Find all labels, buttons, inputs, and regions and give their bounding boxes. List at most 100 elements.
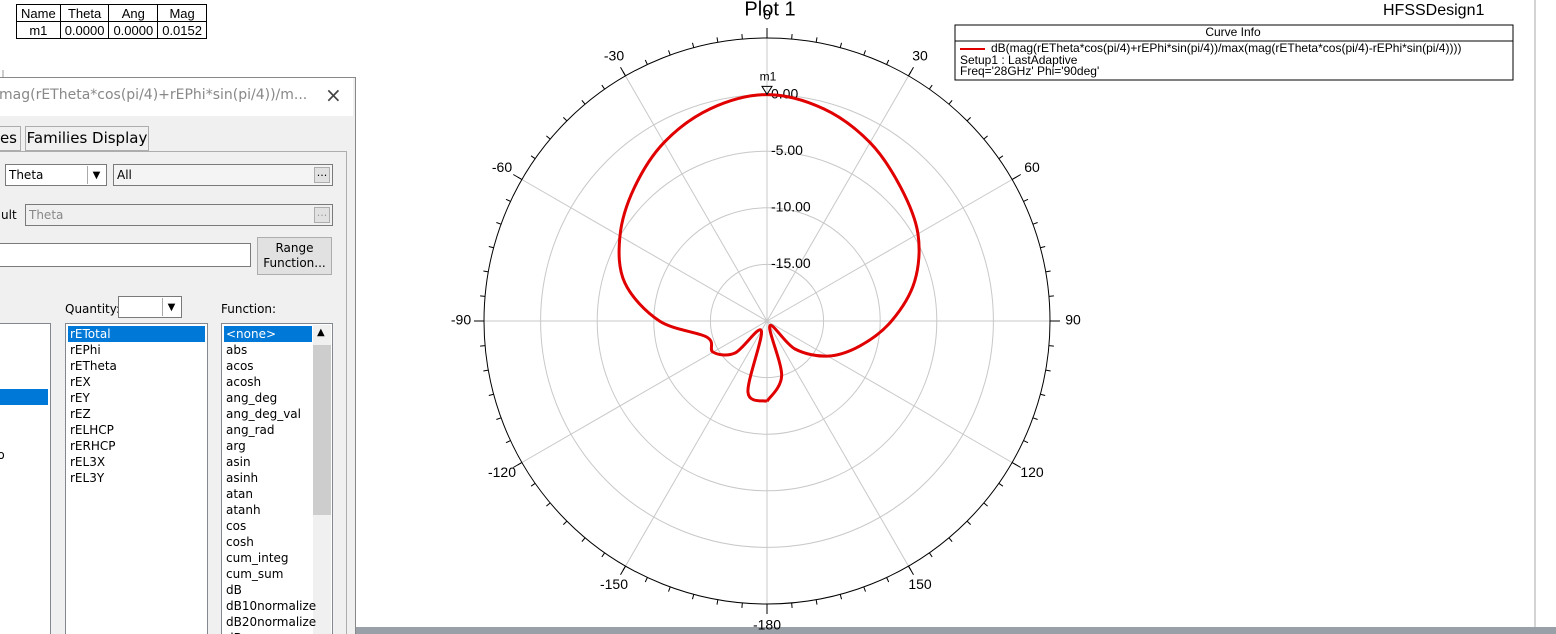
grid (484, 38, 1050, 604)
function-label: Function: (221, 302, 277, 316)
list-item[interactable]: cos (226, 519, 247, 533)
minor-tick (716, 599, 719, 605)
list-item[interactable]: ang_rad (226, 423, 275, 437)
list-item[interactable]: rEPhi (70, 343, 101, 357)
list-item[interactable]: s (0, 333, 48, 349)
close-button[interactable]: × (325, 83, 342, 107)
minor-tick (530, 155, 536, 160)
list-item[interactable]: dB (226, 583, 242, 597)
tab[interactable]: es (0, 126, 21, 151)
list-item[interactable]: ang_deg_val (226, 407, 301, 421)
browse-button[interactable]: ... (314, 167, 330, 183)
list-item[interactable]: cum_sum (226, 567, 284, 581)
angle-label: -90 (451, 312, 471, 328)
minor-tick (966, 520, 972, 526)
list-item[interactable]: arg (226, 439, 246, 453)
minor-tick (622, 71, 626, 77)
minor-tick (908, 71, 912, 77)
list-item[interactable]: io (0, 447, 48, 463)
marker-label: m1 (760, 70, 777, 84)
list-item[interactable]: rEY (70, 391, 90, 405)
spoke (521, 179, 768, 322)
status-bar (0, 627, 1556, 634)
curve (617, 93, 921, 403)
list-item[interactable]: rEL3Y (70, 471, 105, 485)
list-item[interactable]: rEX (70, 375, 91, 389)
select[interactable]: Theta ▼ (5, 164, 107, 186)
quantity-list[interactable]: rETotal rEPhi rETheta rEX rEY rEZ rELHCP rERHCP… (65, 323, 208, 634)
list-item[interactable]: acosh (226, 375, 262, 389)
radial-label: -10.00 (771, 199, 811, 215)
list-item[interactable]: cosh (226, 535, 254, 549)
list-item[interactable]: acos (226, 359, 254, 373)
minor-tick (886, 577, 890, 583)
angle-label: 0 (763, 7, 771, 23)
header-cell: Name (16, 4, 61, 22)
minor-tick (1011, 462, 1017, 466)
header-cell: Mag (157, 4, 207, 22)
list-item[interactable]: rELHCP (70, 423, 114, 437)
grid-circle (709, 263, 825, 379)
minor-tick (815, 37, 818, 43)
legend-label: dB(mag(rETheta*cos(pi/4)+rEPhi*sin(pi/4)… (991, 41, 1461, 55)
tab[interactable]: Families Display (25, 126, 149, 151)
minor-tick (622, 565, 626, 571)
minor-tick (815, 599, 818, 605)
marker (761, 85, 773, 96)
button-text: Range (275, 241, 314, 255)
minor-tick (530, 482, 536, 487)
result-value: Theta (29, 208, 64, 222)
list-item[interactable]: rEL3X (70, 455, 106, 469)
list-item[interactable]: dB10normalize (226, 599, 317, 613)
sweep-value: All (117, 168, 132, 182)
list-item[interactable]: dB (224, 630, 312, 634)
minor-tick (517, 176, 523, 180)
list-item[interactable]: <none> (224, 326, 312, 342)
sweep-field[interactable]: All ... (113, 164, 333, 186)
minor-tick (886, 59, 890, 65)
minor-tick (839, 42, 843, 48)
list-item[interactable]: cum_integ (226, 551, 289, 565)
list-item[interactable]: rETotal (68, 326, 205, 342)
list-item[interactable]: asin (226, 455, 251, 469)
minor-tick (998, 482, 1004, 487)
spoke (625, 75, 768, 322)
spoke (766, 179, 1013, 322)
list-item[interactable]: rEZ (70, 407, 91, 421)
minor-tick (496, 417, 502, 420)
list-item[interactable]: atan (226, 487, 254, 501)
minor-tick (1023, 198, 1029, 202)
minor-tick (1023, 440, 1029, 444)
list-item[interactable]: rETheta (70, 359, 117, 373)
minor-tick (908, 565, 912, 571)
list-item[interactable]: ang_deg (226, 391, 278, 405)
curve-info-box (954, 24, 1514, 81)
list-item[interactable]: abs (226, 343, 248, 357)
minor-tick (998, 155, 1004, 160)
title-bar (0, 78, 353, 116)
scrollbar-thumb (313, 345, 331, 515)
curve-info-line: Freq='28GHz' Phi='90deg' (960, 64, 1099, 78)
angle-label: 90 (1065, 312, 1081, 328)
list-item[interactable]: dB20normalize (226, 615, 317, 629)
angle-label: 120 (1020, 464, 1044, 480)
list-item[interactable]: asinh (226, 471, 259, 485)
minor-tick (483, 270, 489, 273)
text-input[interactable] (0, 243, 251, 267)
cell: 0.0000 (59, 21, 110, 39)
minor-tick (496, 222, 502, 225)
scrollbar: ▲ (313, 325, 331, 634)
field-label: ult (1, 208, 17, 222)
range-function-button[interactable]: Range Function... (257, 237, 332, 275)
list-item[interactable]: rERHCP (70, 439, 116, 453)
quantity-filter[interactable]: ▼ (118, 296, 182, 318)
minor-tick (505, 440, 511, 444)
minor-tick (1032, 417, 1038, 420)
category-list[interactable]: s io (0, 323, 51, 634)
scroll-arrow: ▲ (317, 327, 325, 338)
list-item[interactable]: atanh (226, 503, 261, 517)
marker-table: Name Theta Ang Mag m1 0.0000 0.0000 0.0152 (16, 4, 207, 39)
minor-tick (546, 135, 551, 140)
